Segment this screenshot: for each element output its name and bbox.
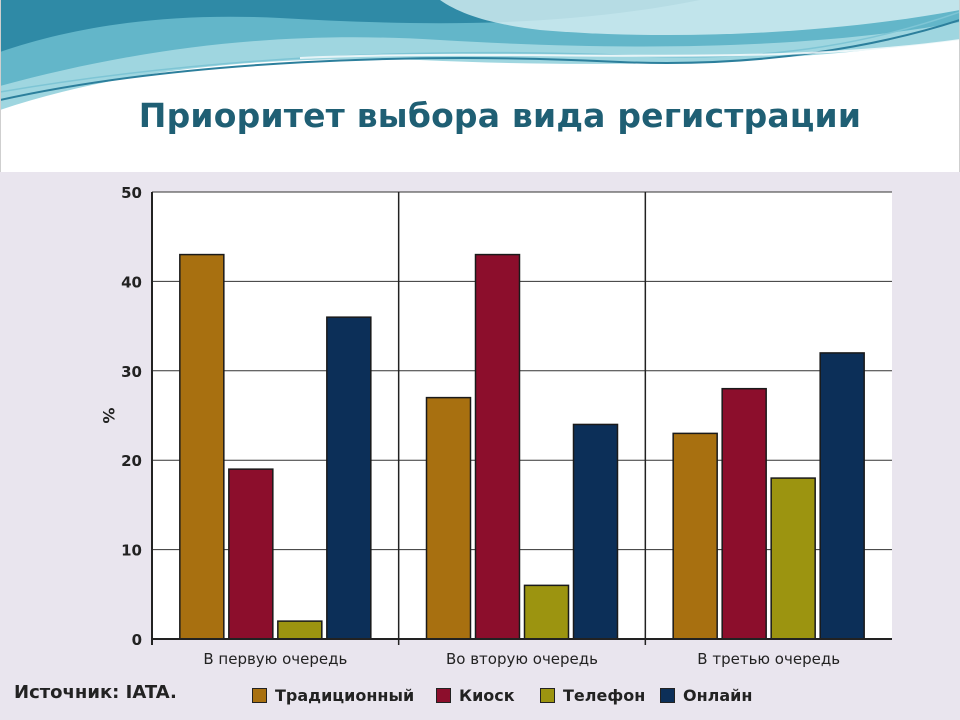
legend-item: Онлайн: [660, 684, 752, 706]
slide-title: Приоритет выбора вида регистрации: [138, 96, 862, 135]
legend-item: Телефон: [540, 684, 645, 706]
bar: [523, 584, 570, 640]
bar: [672, 432, 718, 640]
slide-header: Приоритет выбора вида регистрации: [0, 0, 960, 172]
y-tick-label: 40: [121, 273, 142, 291]
legend-swatch: [660, 687, 675, 703]
y-tick-label: 20: [121, 452, 142, 470]
bar-chart: 0 10 20 30 40 50% В первую очередь Во вторую оч…: [99, 184, 892, 668]
bar: [179, 253, 225, 640]
bar: [474, 253, 521, 640]
bar: [277, 620, 323, 640]
legend-swatch: [252, 687, 267, 703]
x-tick-label: В первую очередь: [203, 650, 347, 668]
bar: [425, 396, 472, 640]
legend-label: Онлайн: [683, 685, 753, 705]
x-tick-label: Во вторую очередь: [446, 650, 598, 668]
source-note: Источник: IATA.: [14, 682, 177, 703]
y-tick-label: 0: [132, 631, 142, 649]
legend-label: Традиционный: [275, 685, 415, 705]
legend-label: Киоск: [459, 685, 515, 705]
y-tick-label: 50: [121, 184, 142, 202]
grid-layer: [152, 191, 892, 645]
chart-area: 0 10 20 30 40 50% В первую очередь Во вторую оч…: [0, 172, 960, 720]
x-tick-label: В третью очередь: [697, 650, 840, 668]
bar: [572, 423, 619, 640]
bar: [326, 316, 372, 640]
legend-swatch: [436, 687, 451, 703]
legend-label: Телефон: [563, 685, 646, 705]
wave-decoration: [0, 0, 960, 172]
bars-layer: [179, 253, 865, 640]
bar: [770, 477, 816, 640]
bar: [228, 468, 274, 640]
legend-swatch: [540, 687, 555, 703]
legend-item: Киоск: [436, 684, 515, 706]
y-axis-label: %: [99, 407, 118, 423]
plot-background: [152, 192, 892, 639]
bar: [819, 352, 865, 640]
legend-item: Традиционный: [252, 684, 414, 706]
y-tick-label: 30: [121, 363, 142, 381]
y-tick-label: 10: [121, 542, 142, 560]
bar: [721, 387, 767, 640]
axis-layer: 0 10 20 30 40 50% В первую очередь Во вторую оч…: [99, 184, 892, 668]
